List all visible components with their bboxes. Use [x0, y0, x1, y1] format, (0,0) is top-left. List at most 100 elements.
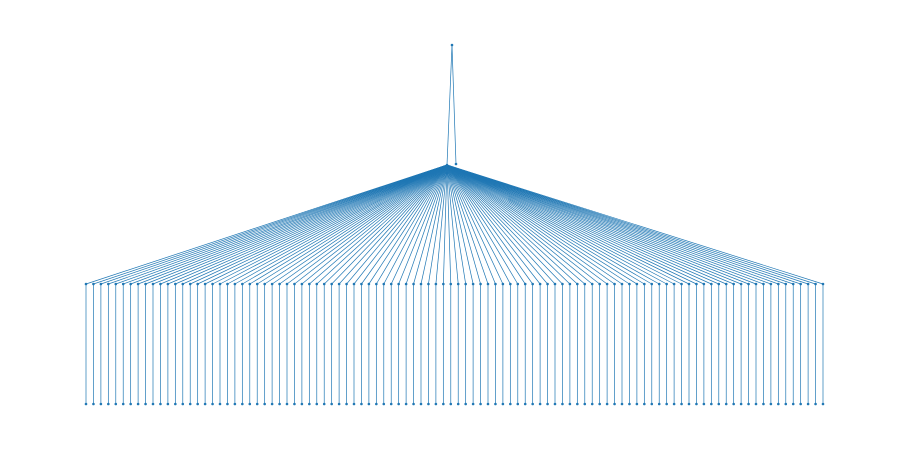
edge-hub-branch — [446, 164, 519, 285]
leaf-node — [769, 402, 773, 406]
leaf-node — [151, 402, 155, 406]
branch-node — [233, 282, 237, 286]
leaf-node — [404, 402, 408, 406]
edge-hub-branch — [446, 164, 786, 285]
leaf-node — [92, 402, 95, 406]
leaf-node — [360, 402, 363, 406]
edge-hub-branch — [446, 164, 824, 285]
branch-node — [531, 282, 534, 286]
leaf-node — [434, 402, 438, 406]
leaf-node — [710, 402, 713, 406]
edge-hub-branch — [115, 164, 448, 285]
edge-hub-branch — [376, 164, 448, 285]
branch-node — [650, 282, 654, 286]
branch-node — [144, 282, 147, 286]
edge-hub-branch — [446, 164, 548, 285]
branch-node — [360, 282, 363, 286]
leaf-node — [568, 402, 572, 406]
leaf-node — [367, 402, 371, 406]
edge-hub-branch — [446, 164, 452, 285]
edge-hub-branch — [446, 164, 496, 285]
branch-node — [494, 282, 497, 286]
edge-hub-branch — [446, 164, 660, 285]
edge-hub-branch — [137, 164, 448, 285]
leaf-node — [136, 402, 140, 406]
branch-node — [434, 282, 438, 286]
leaf-node — [278, 402, 281, 406]
leaf-node — [747, 402, 750, 406]
branch-node — [814, 282, 817, 286]
edge-hub-branch — [446, 164, 511, 285]
leaf-node — [211, 402, 214, 406]
branch-node — [710, 282, 713, 286]
branch-node — [367, 282, 371, 286]
edge-root-hub — [446, 44, 453, 166]
edge-hub-branch — [446, 164, 719, 285]
leaf-node — [583, 402, 587, 406]
branch-node — [181, 282, 185, 286]
leaf-node — [538, 402, 542, 406]
branch-node — [523, 282, 527, 286]
hub-node — [445, 163, 449, 167]
leaf-node — [375, 402, 378, 406]
edge-hub-branch — [446, 164, 712, 285]
branch-node — [516, 282, 520, 286]
leaf-node — [226, 402, 229, 406]
leaf-node — [605, 402, 609, 406]
edge-hub-branch — [446, 164, 608, 285]
leaf-node — [382, 402, 386, 406]
branch-node — [762, 282, 765, 286]
branch-node — [382, 282, 386, 286]
edge-hub-branch — [316, 164, 448, 285]
leaf-node — [464, 402, 467, 406]
leaf-node — [315, 402, 319, 406]
root-node — [450, 43, 454, 47]
leaf-node — [657, 402, 661, 406]
branch-node — [248, 282, 252, 286]
edge-hub-branch — [405, 164, 448, 285]
leaf-node — [285, 402, 289, 406]
branch-node — [404, 282, 408, 286]
edge-hub-branch — [234, 164, 448, 285]
leaf-node — [501, 402, 505, 406]
branch-node — [635, 282, 639, 286]
branch-node — [166, 282, 170, 286]
leaf-node — [494, 402, 497, 406]
branch-node — [315, 282, 319, 286]
leaf-node — [576, 402, 579, 406]
edge-hub-branch — [361, 164, 448, 285]
leaf-node — [643, 402, 646, 406]
edge-hub-branch — [264, 164, 448, 285]
edge-root-side — [451, 44, 457, 165]
leaf-node — [546, 402, 549, 406]
branch-node — [285, 282, 289, 286]
edge-hub-branch — [167, 164, 448, 285]
side-node — [454, 162, 458, 166]
leaf-node — [107, 402, 110, 406]
edge-hub-branch — [301, 164, 448, 285]
leaf-node — [99, 402, 103, 406]
edge-hub-branch — [398, 164, 448, 285]
edge-hub-branch — [242, 164, 448, 285]
branch-node — [456, 282, 460, 286]
branch-node — [278, 282, 281, 286]
leaf-node — [345, 402, 348, 406]
branch-node — [255, 282, 259, 286]
branch-node — [769, 282, 773, 286]
edge-hub-branch — [446, 164, 690, 285]
leaf-node — [144, 402, 147, 406]
edge-hub-branch — [446, 164, 578, 285]
branch-node — [159, 282, 162, 286]
edge-hub-branch — [446, 164, 556, 285]
edge-hub-branch — [309, 164, 448, 285]
branch-node — [806, 282, 810, 286]
leaf-node — [174, 402, 177, 406]
leaf-node — [739, 402, 743, 406]
edge-hub-branch — [446, 164, 705, 285]
branch-node — [84, 282, 88, 286]
leaf-node — [166, 402, 170, 406]
branch-node — [680, 282, 683, 286]
leaf-node — [412, 402, 415, 406]
edge-hub-branch — [446, 164, 757, 285]
edge-hub-branch — [446, 164, 533, 285]
